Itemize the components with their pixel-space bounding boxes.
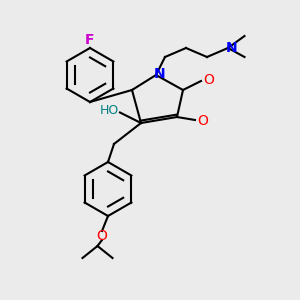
Text: O: O bbox=[203, 73, 214, 86]
Text: N: N bbox=[154, 67, 165, 80]
Text: O: O bbox=[97, 229, 107, 242]
Text: F: F bbox=[85, 34, 95, 47]
Text: N: N bbox=[226, 41, 237, 55]
Text: O: O bbox=[197, 114, 208, 128]
Text: HO: HO bbox=[100, 104, 119, 118]
